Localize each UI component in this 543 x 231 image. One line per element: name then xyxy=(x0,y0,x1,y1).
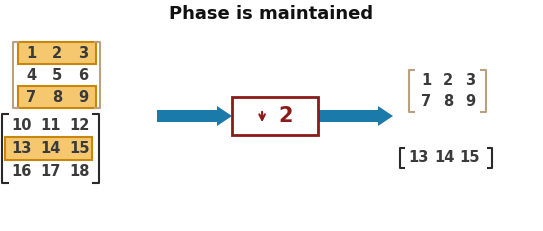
Bar xyxy=(157,110,217,122)
Text: 13: 13 xyxy=(11,141,31,156)
Text: 17: 17 xyxy=(40,164,61,179)
Bar xyxy=(5,137,92,160)
Polygon shape xyxy=(217,106,232,126)
Text: 8: 8 xyxy=(52,89,62,104)
Text: 8: 8 xyxy=(443,94,453,109)
Text: 7: 7 xyxy=(421,94,431,109)
Text: 2: 2 xyxy=(443,73,453,88)
Text: 15: 15 xyxy=(70,141,90,156)
Text: 11: 11 xyxy=(40,118,61,133)
Text: 7: 7 xyxy=(26,89,36,104)
Text: 5: 5 xyxy=(52,67,62,82)
Bar xyxy=(318,110,378,122)
Text: 2: 2 xyxy=(52,46,62,61)
Bar xyxy=(18,42,96,64)
Text: 13: 13 xyxy=(408,151,428,165)
Bar xyxy=(232,97,318,135)
Bar xyxy=(18,86,96,108)
Text: 3: 3 xyxy=(465,73,475,88)
Text: 3: 3 xyxy=(78,46,88,61)
Text: 16: 16 xyxy=(11,164,31,179)
Text: 14: 14 xyxy=(434,151,454,165)
Text: 1: 1 xyxy=(26,46,36,61)
Text: 15: 15 xyxy=(460,151,480,165)
Text: 9: 9 xyxy=(465,94,475,109)
Text: Phase is maintained: Phase is maintained xyxy=(169,5,373,23)
Text: 9: 9 xyxy=(78,89,88,104)
Text: 6: 6 xyxy=(78,67,88,82)
Text: 4: 4 xyxy=(26,67,36,82)
Text: 2: 2 xyxy=(278,106,293,126)
Text: 1: 1 xyxy=(421,73,431,88)
Text: 14: 14 xyxy=(40,141,61,156)
Text: 18: 18 xyxy=(70,164,90,179)
Text: 12: 12 xyxy=(70,118,90,133)
Text: 10: 10 xyxy=(11,118,31,133)
Polygon shape xyxy=(378,106,393,126)
